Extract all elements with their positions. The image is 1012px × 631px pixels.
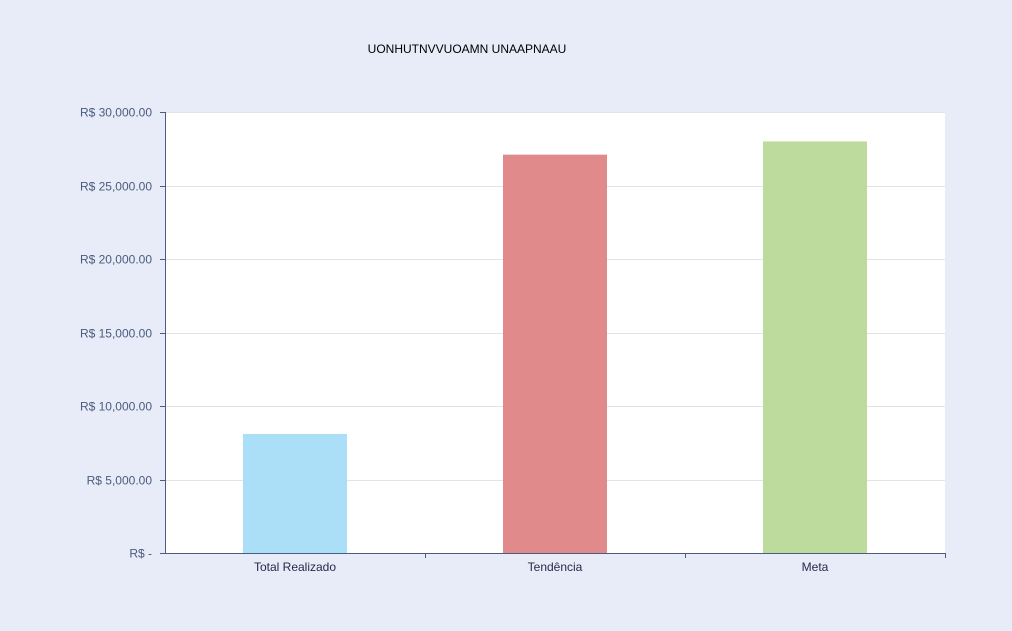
axes xyxy=(160,112,946,558)
bars xyxy=(243,141,867,553)
y-tick-label: R$ 10,000.00 xyxy=(80,400,152,414)
x-tick-label: Meta xyxy=(802,560,829,574)
x-tick-label: Tendência xyxy=(528,560,583,574)
axis-labels: R$ - R$ 5,000.00 R$ 10,000.00 R$ 15,000.00 R… xyxy=(80,106,829,575)
bar-tend-ncia xyxy=(503,154,607,553)
bar-meta xyxy=(763,141,867,553)
bar-total-realizado xyxy=(243,433,347,553)
y-tick-label: R$ 15,000.00 xyxy=(80,327,152,341)
y-tick-label: R$ 30,000.00 xyxy=(80,106,152,120)
y-tick-label: R$ 20,000.00 xyxy=(80,253,152,267)
chart-title: UONHUTNVVUOAMN UNAAPNAAU xyxy=(368,42,567,56)
y-tick-label: R$ 25,000.00 xyxy=(80,180,152,194)
y-tick-label: R$ - xyxy=(129,547,152,561)
x-tick-label: Total Realizado xyxy=(254,560,336,574)
y-tick-label: R$ 5,000.00 xyxy=(87,474,153,488)
